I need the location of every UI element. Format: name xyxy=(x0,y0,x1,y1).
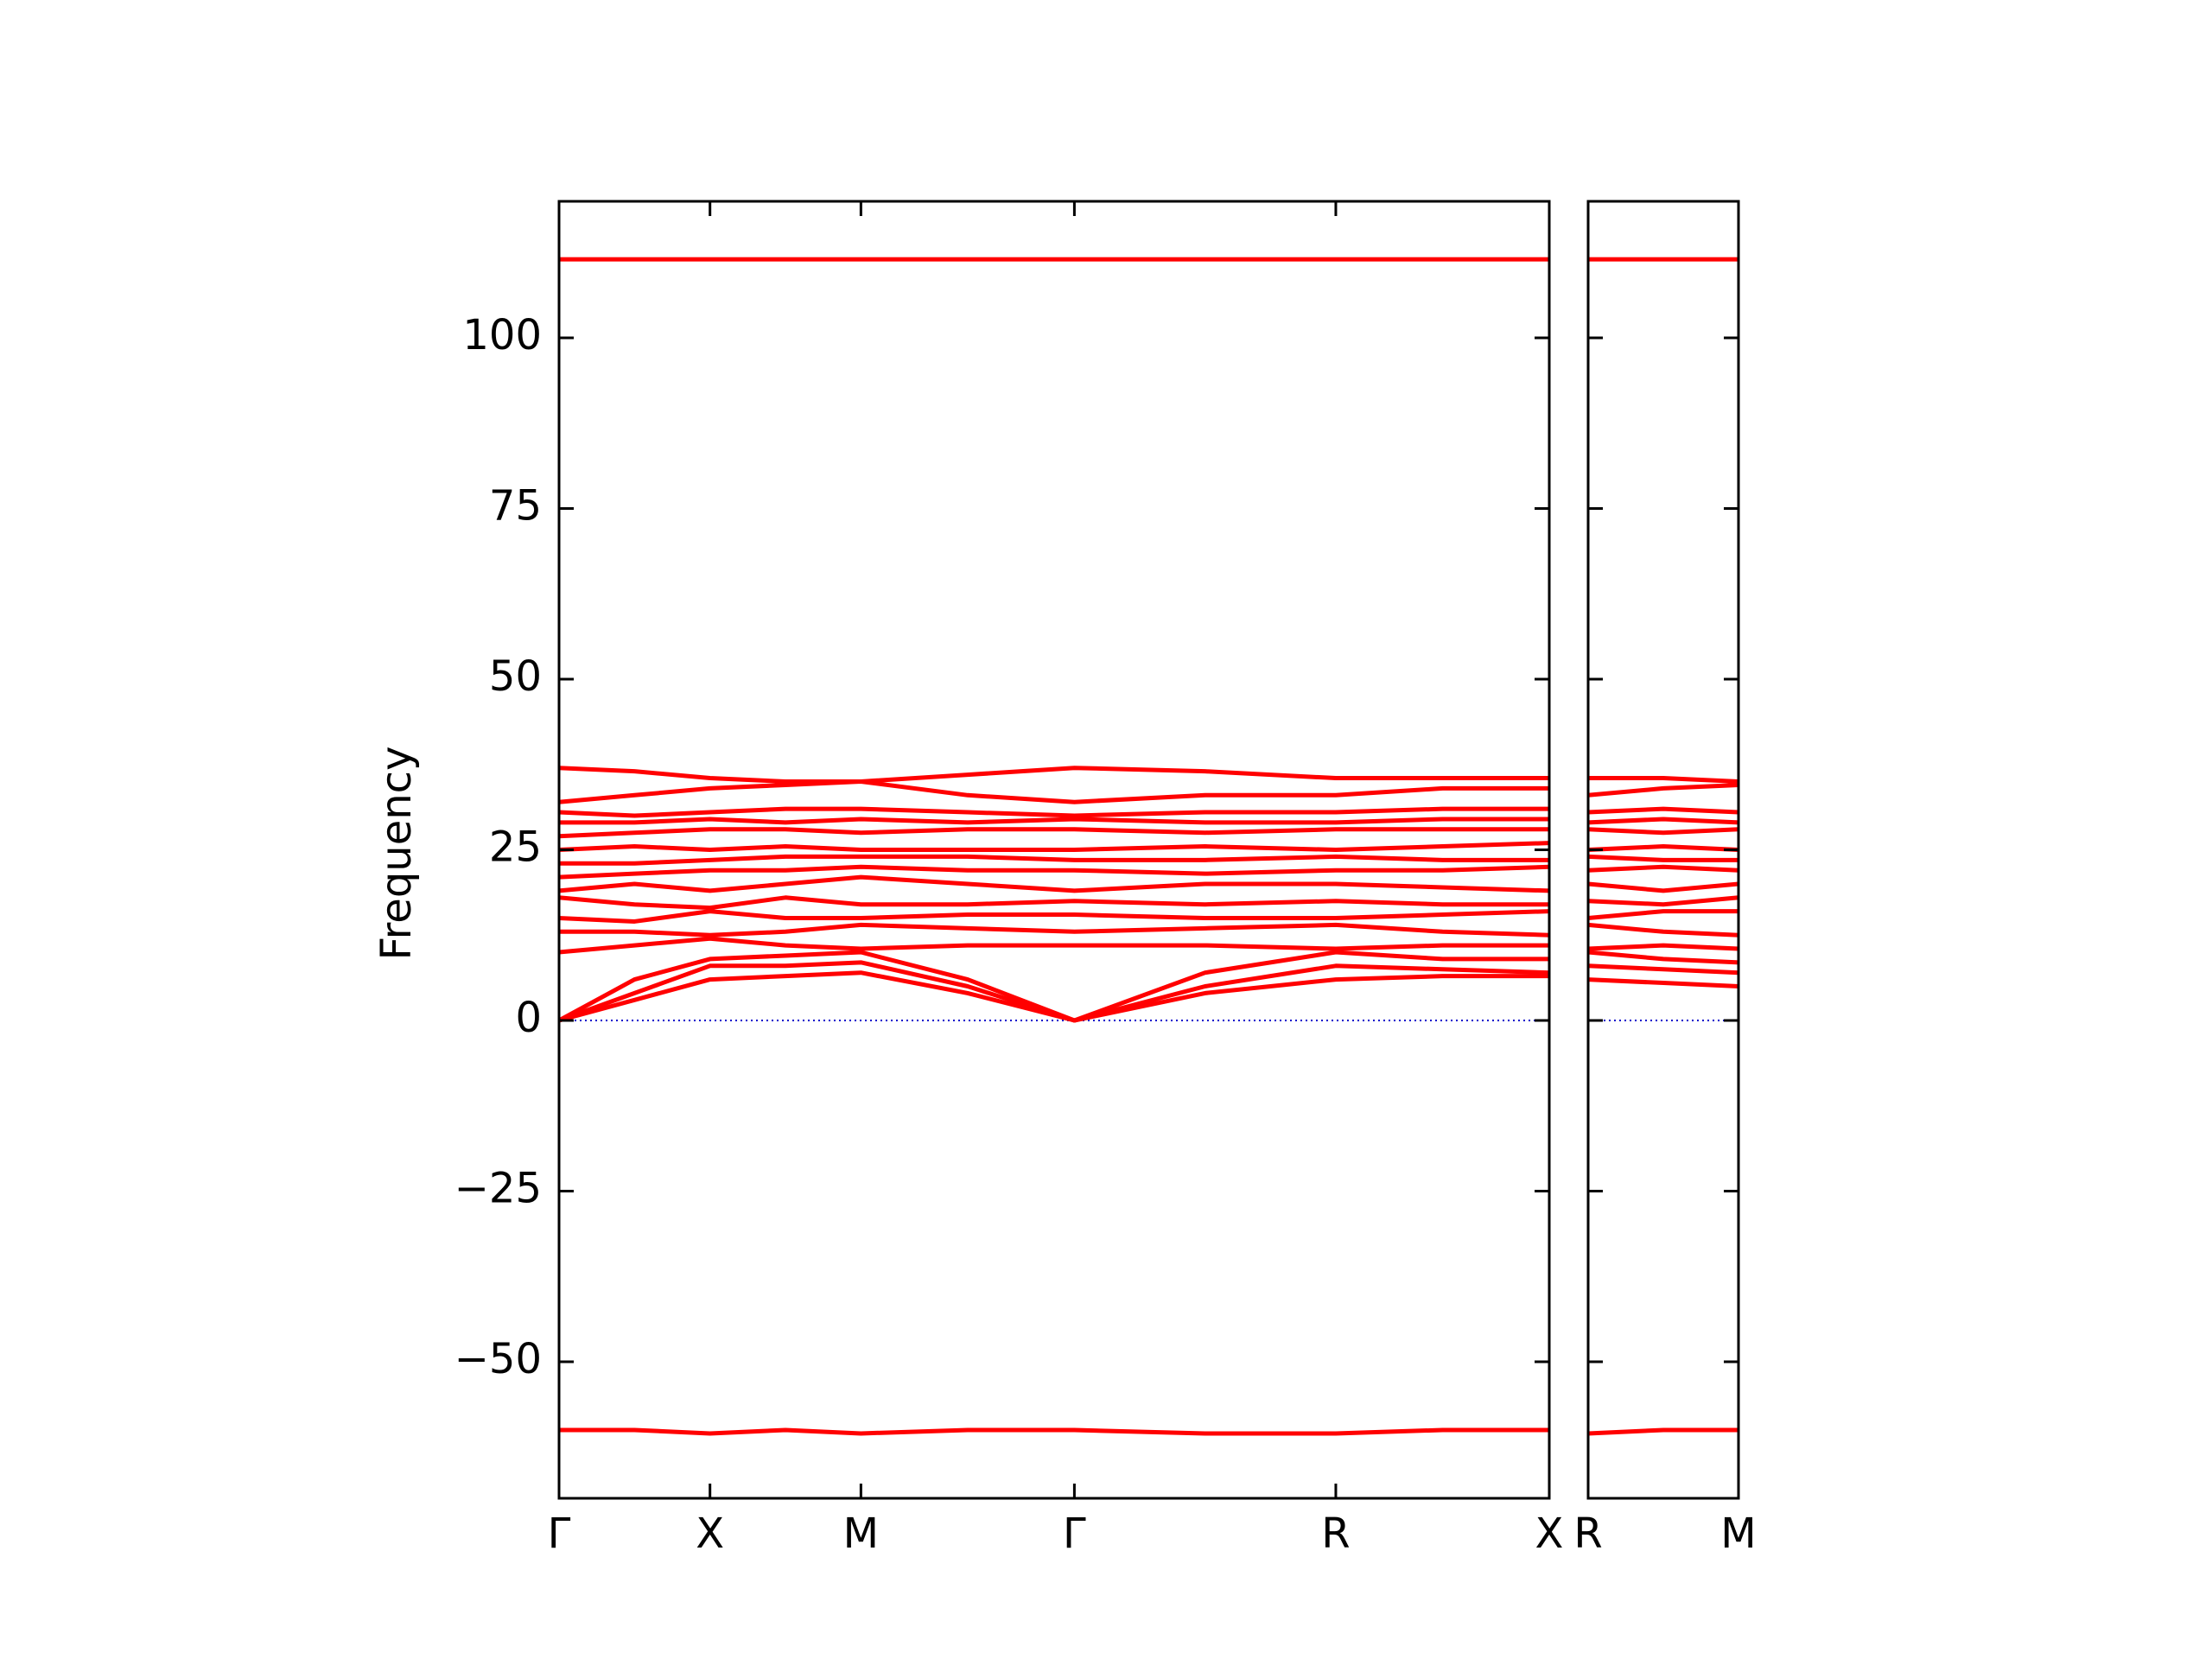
band xyxy=(1587,806,1739,815)
band xyxy=(1587,950,1739,965)
y-tick-label: 100 xyxy=(462,311,542,359)
x-tick-label: R xyxy=(1321,1510,1350,1558)
frame xyxy=(1586,200,1740,1500)
band xyxy=(559,817,1549,825)
band xyxy=(558,895,1549,911)
band xyxy=(558,806,1549,818)
band xyxy=(1587,963,1739,976)
band xyxy=(558,970,1549,1023)
y-tick-label: 0 xyxy=(515,994,542,1042)
band xyxy=(558,779,1549,804)
band xyxy=(558,960,1550,1023)
band xyxy=(558,827,1549,839)
band xyxy=(1587,895,1739,907)
band xyxy=(558,874,1550,893)
band xyxy=(557,950,1549,1023)
band xyxy=(559,1427,1549,1436)
band xyxy=(558,864,1550,880)
x-tick-label: M xyxy=(843,1510,879,1558)
y-tick-label: 25 xyxy=(489,823,542,872)
x-tick-label: M xyxy=(1720,1510,1756,1558)
band xyxy=(1587,782,1739,798)
frame xyxy=(557,200,1551,1500)
band xyxy=(1587,844,1739,852)
x-tick-label: R xyxy=(1573,1510,1602,1558)
band xyxy=(1587,881,1739,893)
band xyxy=(558,936,1549,955)
band xyxy=(1587,864,1739,873)
band xyxy=(559,922,1550,938)
y-tick-label: −50 xyxy=(454,1335,542,1383)
band xyxy=(558,841,1550,852)
x-tick-label: Γ xyxy=(548,1510,571,1558)
band xyxy=(1587,977,1739,988)
band xyxy=(1587,1427,1738,1436)
band xyxy=(558,766,1549,784)
y-axis-label: Frequency xyxy=(372,747,421,961)
y-tick-label: −25 xyxy=(454,1165,542,1213)
x-tick-label: X xyxy=(1535,1510,1564,1558)
y-tick-label: 75 xyxy=(489,482,542,531)
band xyxy=(1587,943,1739,951)
band xyxy=(1587,922,1739,938)
band xyxy=(1587,817,1739,825)
x-tick-label: Γ xyxy=(1063,1510,1086,1558)
band xyxy=(1587,827,1739,836)
band xyxy=(1588,776,1739,784)
band xyxy=(559,854,1549,866)
y-tick-label: 50 xyxy=(489,652,542,701)
band xyxy=(1587,854,1738,862)
band xyxy=(558,909,1550,924)
band xyxy=(1587,909,1738,920)
x-tick-label: X xyxy=(696,1510,724,1558)
